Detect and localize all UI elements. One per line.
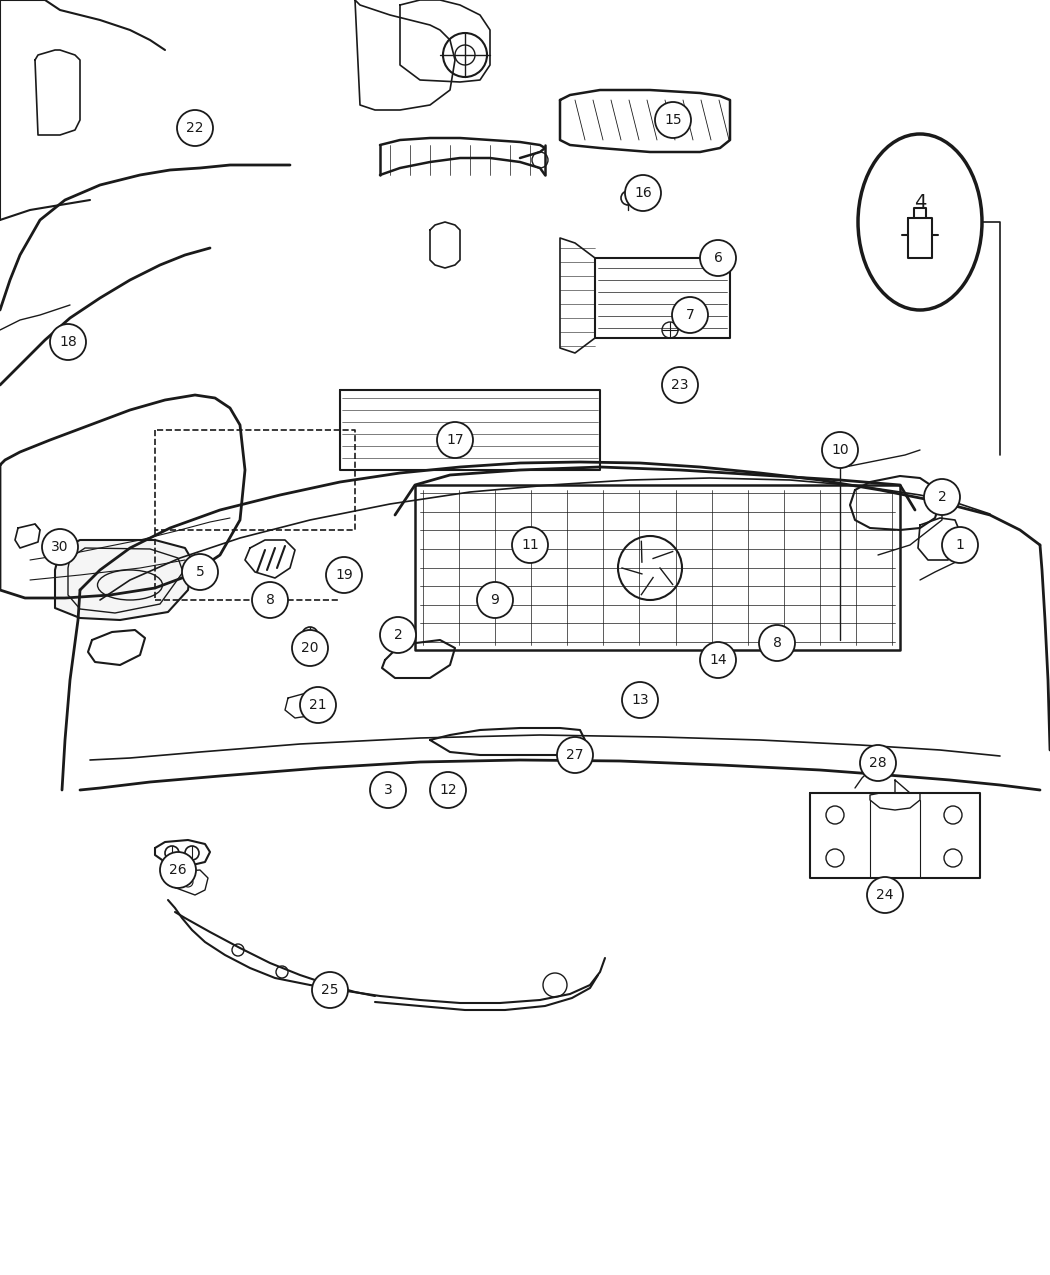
Text: 8: 8	[266, 593, 274, 607]
Text: 1: 1	[956, 538, 965, 552]
Circle shape	[182, 555, 218, 590]
Circle shape	[430, 771, 466, 808]
Circle shape	[326, 557, 362, 593]
Text: 26: 26	[169, 863, 187, 877]
Circle shape	[437, 422, 472, 458]
Circle shape	[924, 479, 960, 515]
Text: 12: 12	[439, 783, 457, 797]
Text: 14: 14	[709, 653, 727, 667]
Text: 9: 9	[490, 593, 500, 607]
Circle shape	[556, 737, 593, 773]
Text: 28: 28	[869, 756, 887, 770]
Circle shape	[42, 529, 78, 565]
Text: 22: 22	[186, 121, 204, 135]
Text: 2: 2	[938, 490, 946, 504]
Circle shape	[942, 527, 978, 564]
Circle shape	[625, 175, 662, 210]
Circle shape	[512, 527, 548, 564]
Circle shape	[759, 625, 795, 660]
Circle shape	[700, 643, 736, 678]
Text: 10: 10	[832, 442, 848, 456]
Text: 18: 18	[59, 335, 77, 349]
Text: 19: 19	[335, 567, 353, 581]
Text: 21: 21	[309, 697, 327, 711]
Circle shape	[822, 432, 858, 468]
Text: 5: 5	[195, 565, 205, 579]
Text: 4: 4	[914, 193, 926, 212]
Circle shape	[300, 687, 336, 723]
Circle shape	[370, 771, 406, 808]
Text: 6: 6	[714, 251, 722, 265]
Circle shape	[380, 617, 416, 653]
Text: 11: 11	[521, 538, 539, 552]
Circle shape	[672, 297, 708, 333]
Text: 13: 13	[631, 694, 649, 708]
Text: 20: 20	[301, 641, 319, 655]
Circle shape	[50, 324, 86, 360]
Circle shape	[312, 972, 348, 1009]
Text: 16: 16	[634, 186, 652, 200]
Text: 27: 27	[566, 748, 584, 762]
Text: 17: 17	[446, 434, 464, 448]
Circle shape	[622, 682, 658, 718]
Circle shape	[860, 745, 896, 782]
Text: 3: 3	[383, 783, 393, 797]
Polygon shape	[55, 541, 192, 620]
Text: 2: 2	[394, 629, 402, 643]
Text: 30: 30	[51, 541, 68, 555]
Circle shape	[662, 367, 698, 403]
Circle shape	[867, 877, 903, 913]
Text: 23: 23	[671, 377, 689, 391]
Ellipse shape	[858, 134, 982, 310]
Circle shape	[655, 102, 691, 138]
Circle shape	[292, 630, 328, 666]
Circle shape	[177, 110, 213, 147]
Circle shape	[700, 240, 736, 275]
Text: 8: 8	[773, 636, 781, 650]
Text: 15: 15	[665, 113, 681, 128]
Circle shape	[160, 852, 196, 887]
Circle shape	[252, 581, 288, 618]
Text: 24: 24	[877, 887, 894, 901]
Text: 7: 7	[686, 309, 694, 323]
Text: 25: 25	[321, 983, 339, 997]
Circle shape	[477, 581, 513, 618]
